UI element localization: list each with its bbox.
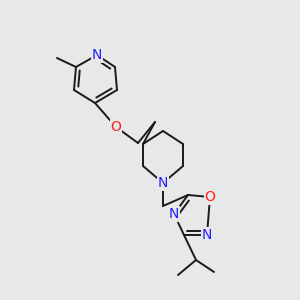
Text: N: N xyxy=(158,176,168,190)
Text: N: N xyxy=(92,48,102,62)
Text: N: N xyxy=(169,207,179,221)
Text: N: N xyxy=(202,228,212,242)
Text: O: O xyxy=(205,190,215,204)
Text: O: O xyxy=(111,120,122,134)
